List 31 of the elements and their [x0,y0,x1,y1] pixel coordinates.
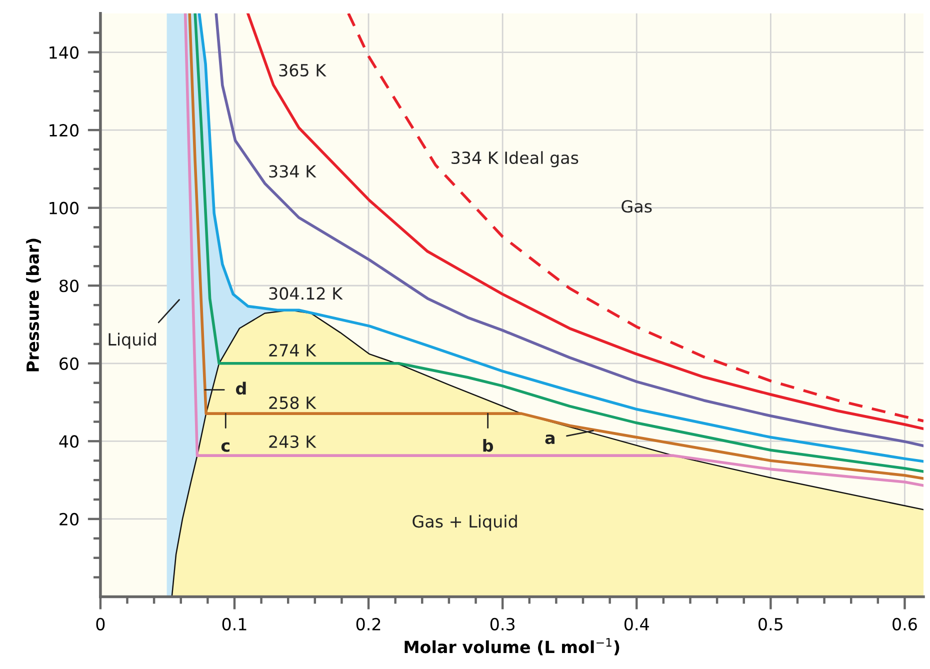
y-tick-label: 60 [60,357,78,370]
annotation: c [221,442,230,452]
x-tick-label: 0.3 [490,618,514,630]
annotation: b [483,438,494,452]
y-tick-label: 40 [59,435,78,448]
series-label: 243 K [269,435,316,448]
series-label: 365 K [279,64,326,77]
annotation: a [545,434,554,444]
annotation: Liquid [108,332,156,349]
y-tick-label: 120 [50,124,78,137]
x-tick-label: 0.2 [356,618,380,630]
x-tick-label: 0.6 [892,618,917,630]
y-tick-label: 140 [50,46,78,59]
annotation: d [236,382,246,395]
series-label: 258 K [269,396,316,410]
series-label: 304.12 K [269,287,343,300]
y-axis-title: Pressure (bar) [26,238,41,372]
y-tick-label: 80 [60,280,78,292]
annotation: Gas + Liquid [412,514,517,531]
x-tick-label: 0.5 [758,618,782,630]
x-axis-title: Molar volume (L mol$^{−1}$) [404,638,620,656]
series-label: 274 K [269,344,316,356]
series-label: 334 K [269,165,316,178]
series-label: 334 K Ideal gas [452,151,578,168]
x-tick-label: 0 [96,618,105,630]
x-tick-label: 0.4 [624,618,649,630]
annotation: Gas [622,200,652,213]
y-tick-label: 100 [50,202,78,214]
y-tick-label: 20 [60,512,78,526]
x-tick-label: 0.1 [222,618,246,630]
line-series [347,13,924,422]
